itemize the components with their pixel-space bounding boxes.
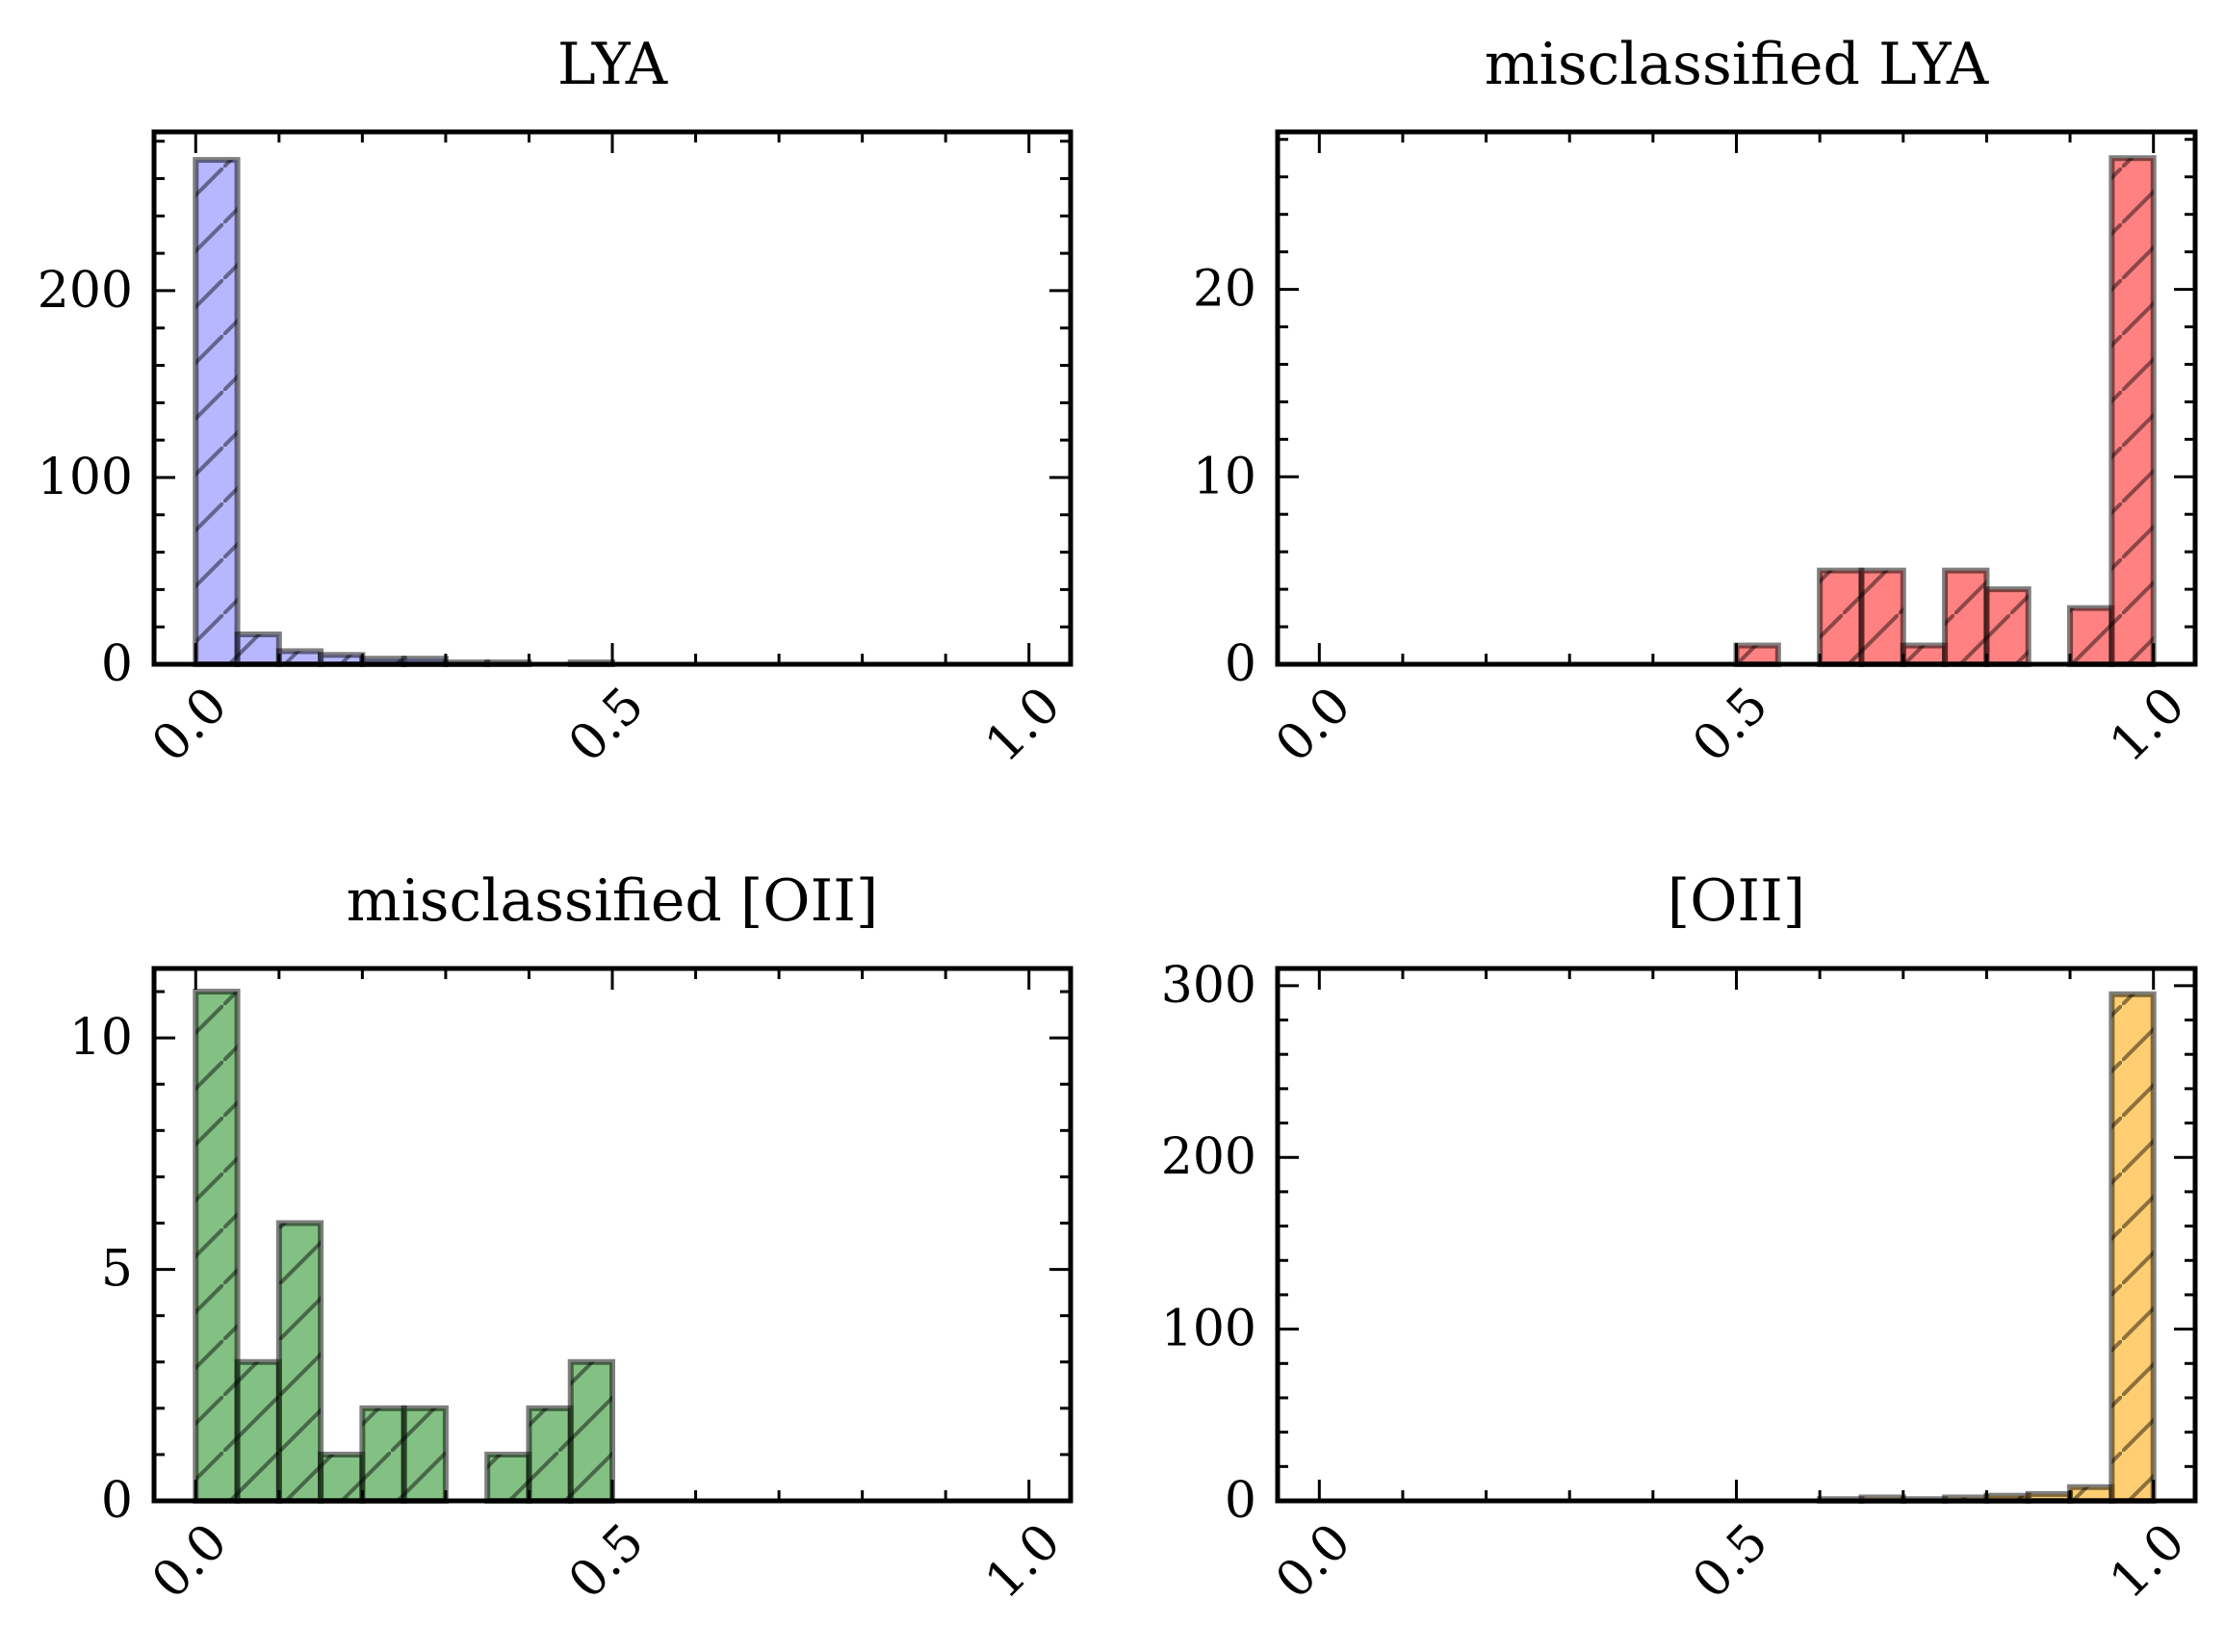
y-tick-label: 300 xyxy=(1161,957,1256,1015)
bar-hatch xyxy=(1820,570,1862,664)
histogram-bar xyxy=(1900,642,1949,668)
bar-hatch xyxy=(237,633,279,664)
bar-hatch xyxy=(403,1407,446,1501)
histogram-bar xyxy=(234,1358,282,1504)
bar-hatch xyxy=(321,655,363,664)
histogram-bar xyxy=(1733,642,1781,668)
histogram-bar xyxy=(484,1451,532,1505)
bar-hatch xyxy=(1945,570,1987,664)
y-tick-label: 100 xyxy=(38,449,133,506)
histogram-bar xyxy=(401,1405,449,1504)
bar-hatch xyxy=(1986,589,2029,664)
bar-hatch xyxy=(2111,994,2154,1501)
bar-hatch xyxy=(2111,158,2154,664)
bar-hatch xyxy=(1736,645,1778,664)
y-tick-label: 0 xyxy=(1225,1472,1256,1530)
chart-title: LYA xyxy=(557,31,668,98)
x-tick-label: 0.5 xyxy=(1682,1513,1779,1611)
panel-lya: LYA 0.0 0.5 1.0 0 100 200 xyxy=(38,31,1074,774)
chart-title: misclassified [OII] xyxy=(347,867,879,935)
histogram-bar xyxy=(2109,155,2157,667)
y-tick-label: 0 xyxy=(1225,635,1256,693)
x-tick-label: 1.0 xyxy=(974,677,1072,774)
x-tick-label: 1.0 xyxy=(2099,677,2196,774)
histogram-bar xyxy=(1942,567,1990,668)
axes-frame xyxy=(1275,129,2198,667)
panel-misclassified-lya: misclassified LYA 0.0 0.5 1.0 0 10 20 xyxy=(1193,31,2198,774)
x-tick-label: 0.0 xyxy=(142,677,239,774)
y-tick-label: 20 xyxy=(1193,261,1256,319)
panel-misclassified-oii: misclassified [OII] 0.0 0.5 1.0 0 5 10 xyxy=(69,867,1074,1611)
histogram-bar xyxy=(359,1405,407,1504)
x-tick-label: 0.0 xyxy=(1265,677,1362,774)
histogram-bar xyxy=(567,1358,616,1504)
bar-hatch xyxy=(2070,1486,2112,1501)
histogram-bar xyxy=(1858,567,1906,668)
bar-hatch xyxy=(570,1361,612,1501)
axes-frame xyxy=(151,129,1074,667)
bar-hatch xyxy=(1861,570,1903,664)
histogram-bar xyxy=(1817,567,1865,668)
bar-hatch xyxy=(2028,1493,2071,1501)
histogram-bar xyxy=(318,1451,366,1505)
bar-hatch xyxy=(1902,645,1946,664)
bar-hatch xyxy=(362,1407,404,1501)
y-tick-label: 200 xyxy=(38,262,133,320)
x-tick-label: 0.5 xyxy=(1682,677,1779,774)
bar-hatch xyxy=(2070,607,2112,664)
bar-hatch xyxy=(278,1223,322,1501)
axes-frame xyxy=(1275,966,2198,1504)
bar-hatch xyxy=(237,1361,279,1501)
chart-title: [OII] xyxy=(1668,867,1805,935)
bar-hatch xyxy=(487,1454,530,1501)
histogram-bar xyxy=(2109,991,2157,1504)
bar-hatch xyxy=(529,1407,571,1501)
histogram-bar xyxy=(1983,586,2031,667)
x-tick-label: 0.5 xyxy=(558,677,656,774)
panel-oii: [OII] 0.0 0.5 1.0 0 100 200 300 xyxy=(1161,867,2198,1611)
y-tick-label: 10 xyxy=(69,1009,133,1067)
chart-title: misclassified LYA xyxy=(1485,31,1989,98)
x-tick-label: 1.0 xyxy=(974,1513,1072,1611)
y-tick-label: 200 xyxy=(1161,1128,1256,1186)
y-tick-label: 0 xyxy=(101,635,133,693)
x-tick-label: 0.0 xyxy=(1265,1513,1362,1611)
bar-hatch xyxy=(195,992,238,1501)
bar-hatch xyxy=(195,160,238,664)
y-tick-label: 0 xyxy=(101,1472,133,1530)
x-tick-label: 0.5 xyxy=(558,1513,656,1611)
y-tick-label: 10 xyxy=(1193,448,1256,505)
histogram-bar xyxy=(234,631,282,668)
histogram-bar xyxy=(526,1405,574,1504)
y-tick-label: 100 xyxy=(1161,1301,1256,1358)
bar-hatch xyxy=(321,1454,363,1501)
x-tick-label: 0.0 xyxy=(142,1513,239,1611)
bar-hatch xyxy=(278,651,322,664)
histogram-bar xyxy=(275,1220,324,1504)
histogram-bar xyxy=(193,157,241,667)
histogram-bar xyxy=(2067,605,2115,668)
histogram-bar xyxy=(193,989,241,1504)
y-tick-label: 5 xyxy=(101,1241,133,1299)
x-tick-label: 1.0 xyxy=(2099,1513,2196,1611)
